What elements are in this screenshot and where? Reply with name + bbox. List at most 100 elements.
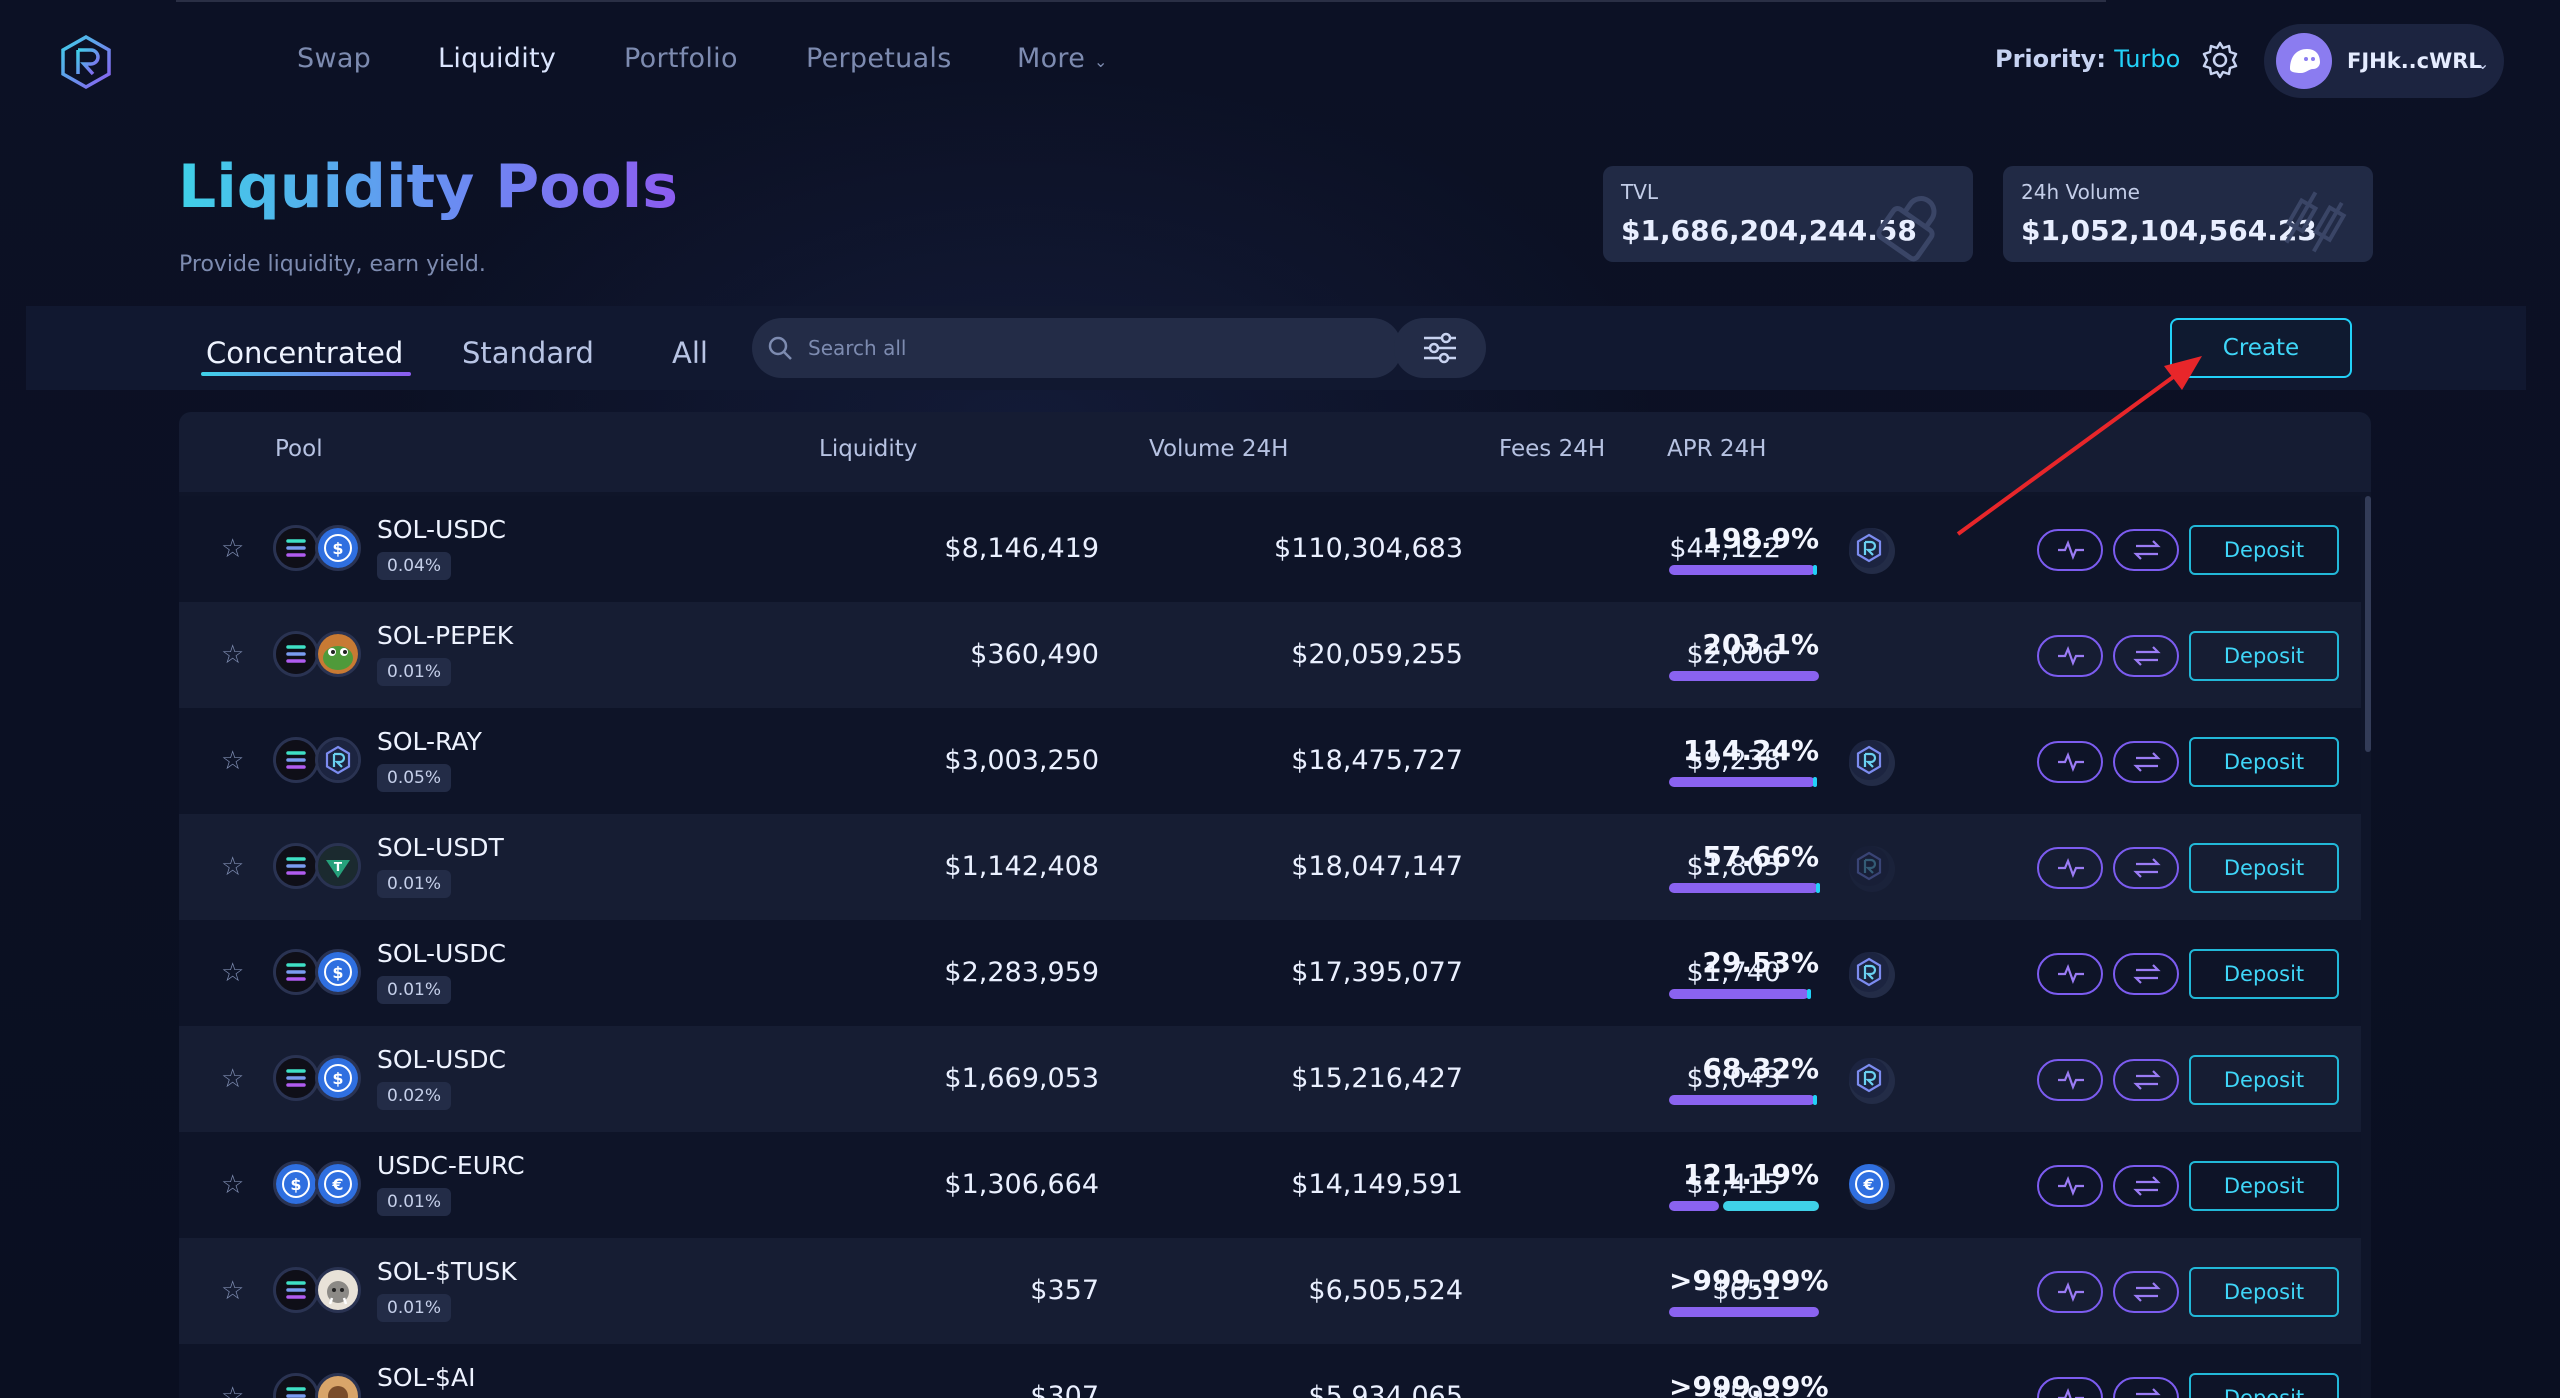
favorite-star-icon[interactable]: ☆ bbox=[221, 746, 245, 776]
swap-button[interactable] bbox=[2113, 953, 2179, 995]
pool-chart-button[interactable] bbox=[2037, 1377, 2103, 1398]
lock-icon bbox=[1876, 196, 1937, 262]
table-row[interactable]: ☆ $ € USDC-EURC 0.01% $1,306,664 $14,149… bbox=[179, 1132, 2361, 1238]
scrollbar-thumb[interactable] bbox=[2365, 496, 2371, 752]
swap-button[interactable] bbox=[2113, 1165, 2179, 1207]
table-row[interactable]: ☆ SOL-$AI 0.01% $307 $5,934,065 $593 >99… bbox=[179, 1344, 2361, 1398]
table-row[interactable]: ☆ SOL-PEPEK 0.01% $360,490 $20,059,255 $… bbox=[179, 602, 2361, 708]
reward-token-raydium-icon bbox=[1849, 952, 1895, 998]
apr-bar bbox=[1669, 565, 1817, 575]
raydium-logo-icon[interactable] bbox=[60, 34, 112, 90]
tab-concentrated[interactable]: Concentrated bbox=[206, 336, 404, 370]
swap-button[interactable] bbox=[2113, 1377, 2179, 1398]
table-row[interactable]: ☆ $ SOL-USDC 0.01% $2,283,959 $17,395,07… bbox=[179, 920, 2361, 1026]
pool-chart-button[interactable] bbox=[2037, 1165, 2103, 1207]
create-button[interactable]: Create bbox=[2170, 318, 2352, 378]
volume-value: $18,047,147 bbox=[1291, 851, 1463, 882]
favorite-star-icon[interactable]: ☆ bbox=[221, 1170, 245, 1200]
swap-button[interactable] bbox=[2113, 635, 2179, 677]
apr-bar bbox=[1669, 1307, 1819, 1317]
nav-swap[interactable]: Swap bbox=[297, 43, 372, 74]
usdt-token-icon: T bbox=[315, 843, 361, 889]
table-row[interactable]: ☆ $ SOL-USDC 0.04% $8,146,419 $110,304,6… bbox=[179, 496, 2361, 602]
table-row[interactable]: ☆ SOL-RAY 0.05% $3,003,250 $18,475,727 $… bbox=[179, 708, 2361, 814]
svg-text:€: € bbox=[331, 1175, 343, 1194]
swap-button[interactable] bbox=[2113, 1271, 2179, 1313]
swap-button[interactable] bbox=[2113, 741, 2179, 783]
favorite-star-icon[interactable]: ☆ bbox=[221, 534, 245, 564]
favorite-star-icon[interactable]: ☆ bbox=[221, 1382, 245, 1398]
swap-arrows-icon bbox=[2133, 1282, 2161, 1302]
tvl-value: $1,686,204,244.58 bbox=[1621, 214, 1917, 247]
nav-portfolio[interactable]: Portfolio bbox=[624, 43, 738, 74]
deposit-button[interactable]: Deposit bbox=[2189, 1055, 2339, 1105]
swap-button[interactable] bbox=[2113, 1059, 2179, 1101]
pool-chart-button[interactable] bbox=[2037, 953, 2103, 995]
favorite-star-icon[interactable]: ☆ bbox=[221, 852, 245, 882]
activity-pulse-icon bbox=[2058, 645, 2084, 667]
pool-chart-button[interactable] bbox=[2037, 847, 2103, 889]
activity-pulse-icon bbox=[2058, 1069, 2084, 1091]
swap-button[interactable] bbox=[2113, 847, 2179, 889]
deposit-button[interactable]: Deposit bbox=[2189, 843, 2339, 893]
pool-chart-button[interactable] bbox=[2037, 635, 2103, 677]
search-input[interactable] bbox=[808, 318, 1368, 378]
nav-more[interactable]: More ⌄ bbox=[1017, 43, 1108, 74]
favorite-star-icon[interactable]: ☆ bbox=[221, 958, 245, 988]
fees-value: $593 bbox=[1712, 1381, 1781, 1398]
usdc-token-icon: $ bbox=[315, 949, 361, 995]
svg-text:€: € bbox=[1862, 1175, 1874, 1194]
fee-tier-badge: 0.02% bbox=[377, 1082, 452, 1110]
header-fees[interactable]: Fees 24H bbox=[1499, 436, 1606, 462]
table-row[interactable]: ☆ T SOL-USDT 0.01% $1,142,408 $18,047,14… bbox=[179, 814, 2361, 920]
reward-token-eurc-icon: € bbox=[1849, 1164, 1895, 1210]
priority-setting[interactable]: Priority: Turbo bbox=[1995, 45, 2180, 73]
ai-token-icon bbox=[315, 1373, 361, 1398]
deposit-button[interactable]: Deposit bbox=[2189, 525, 2339, 575]
volume-label: 24h Volume bbox=[2021, 180, 2140, 204]
tab-standard[interactable]: Standard bbox=[462, 336, 594, 370]
filter-settings-button[interactable] bbox=[1394, 318, 1486, 378]
header-apr[interactable]: APR 24H bbox=[1667, 436, 1767, 462]
apr-value: >999.99% bbox=[1669, 1264, 1829, 1297]
apr-value: 121.19% bbox=[1682, 1158, 1819, 1191]
gear-icon[interactable] bbox=[2200, 40, 2240, 80]
pool-chart-button[interactable] bbox=[2037, 529, 2103, 571]
favorite-star-icon[interactable]: ☆ bbox=[221, 640, 245, 670]
pool-chart-button[interactable] bbox=[2037, 1059, 2103, 1101]
liquidity-value: $307 bbox=[1030, 1381, 1099, 1398]
tab-all[interactable]: All bbox=[672, 336, 708, 370]
deposit-button[interactable]: Deposit bbox=[2189, 1161, 2339, 1211]
pool-pair-name: SOL-USDT bbox=[377, 833, 504, 862]
favorite-star-icon[interactable]: ☆ bbox=[221, 1276, 245, 1306]
table-row[interactable]: ☆ $ SOL-USDC 0.02% $1,669,053 $15,216,42… bbox=[179, 1026, 2361, 1132]
deposit-button[interactable]: Deposit bbox=[2189, 1373, 2339, 1398]
swap-arrows-icon bbox=[2133, 964, 2161, 984]
nav-liquidity[interactable]: Liquidity bbox=[438, 43, 557, 74]
liquidity-value: $2,283,959 bbox=[944, 957, 1099, 988]
deposit-button[interactable]: Deposit bbox=[2189, 949, 2339, 999]
fees-value: $1,740 bbox=[1686, 957, 1781, 988]
deposit-button[interactable]: Deposit bbox=[2189, 631, 2339, 681]
activity-pulse-icon bbox=[2058, 1281, 2084, 1303]
search-box bbox=[752, 318, 1402, 378]
header-pool[interactable]: Pool bbox=[275, 436, 323, 462]
deposit-button[interactable]: Deposit bbox=[2189, 1267, 2339, 1317]
wallet-button[interactable]: FJHk..cWRL ⌄ bbox=[2264, 24, 2504, 98]
pool-chart-button[interactable] bbox=[2037, 1271, 2103, 1313]
fee-tier-badge: 0.01% bbox=[377, 1294, 452, 1322]
pool-chart-button[interactable] bbox=[2037, 741, 2103, 783]
fees-value: $1,805 bbox=[1686, 851, 1781, 882]
apr-value: 29.53% bbox=[1702, 946, 1819, 979]
table-row[interactable]: ☆ SOL-$TUSK 0.01% $357 $6,505,524 $651 >… bbox=[179, 1238, 2361, 1344]
nav-perpetuals[interactable]: Perpetuals bbox=[806, 43, 952, 74]
swap-button[interactable] bbox=[2113, 529, 2179, 571]
volume-value: $14,149,591 bbox=[1291, 1169, 1463, 1200]
favorite-star-icon[interactable]: ☆ bbox=[221, 1064, 245, 1094]
deposit-button[interactable]: Deposit bbox=[2189, 737, 2339, 787]
fees-value: $2,006 bbox=[1686, 639, 1781, 670]
header-liquidity[interactable]: Liquidity bbox=[819, 436, 918, 462]
header-volume[interactable]: Volume 24H bbox=[1149, 436, 1289, 462]
avatar bbox=[2276, 33, 2332, 89]
priority-label: Priority: bbox=[1995, 45, 2106, 73]
